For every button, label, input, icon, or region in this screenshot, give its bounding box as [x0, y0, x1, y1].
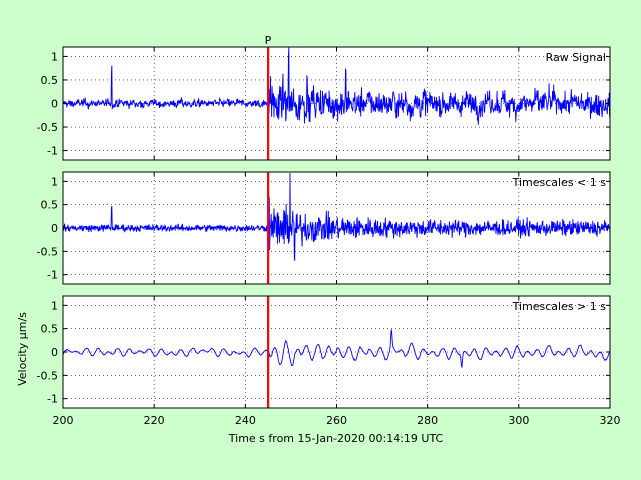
x-tick-labels: 200 220 240 260 280 300 320: [53, 414, 621, 427]
x-tick-label: 240: [235, 414, 256, 427]
y-tick-label: 0: [51, 222, 58, 235]
y-tick-label: 1: [51, 175, 58, 188]
panel-title: Timescales < 1 s: [512, 176, 607, 189]
y-tick-label: -0.5: [37, 121, 58, 134]
trace-line: [62, 46, 611, 125]
trace-line: [62, 329, 611, 369]
y-tick-label: -1: [47, 269, 58, 282]
trace-line: [62, 173, 611, 261]
x-tick-label: 280: [417, 414, 438, 427]
panel-2: -1 -0.5 0 0.5 1 Timescales < 1 s: [37, 171, 611, 285]
y-tick-label: 0: [51, 98, 58, 111]
y-tick-label: 0: [51, 346, 58, 359]
y-axis-label: Velocity µm/s: [16, 312, 29, 386]
y-tick-label: 0.5: [41, 74, 59, 87]
y-tick-label: -1: [47, 393, 58, 406]
y-tick-label: 0.5: [41, 199, 59, 212]
y-tick-label: 1: [51, 50, 58, 63]
x-tick-label: 320: [600, 414, 621, 427]
panel-1: -1 -0.5 0 0.5 1 Raw Signal: [37, 46, 611, 161]
y-tick-label: -0.5: [37, 369, 58, 382]
x-tick-label: 260: [326, 414, 347, 427]
y-tick-label: 1: [51, 299, 58, 312]
panel-title: Timescales > 1 s: [512, 300, 607, 313]
x-tick-label: 300: [508, 414, 529, 427]
panel-title: Raw Signal: [546, 51, 606, 64]
x-tick-label: 220: [144, 414, 165, 427]
y-tick-label: -1: [47, 145, 58, 158]
x-axis-label: Time s from 15-Jan-2020 00:14:19 UTC: [228, 432, 444, 445]
y-tick-label: 0.5: [41, 323, 59, 336]
panel-3: -1 -0.5 0 0.5 1 Timescales > 1 s: [37, 295, 611, 409]
phase-pick-label: P: [265, 34, 272, 47]
x-tick-label: 200: [53, 414, 74, 427]
panels: -1 -0.5 0 0.5 1 Raw Signal -1 -0.5 0 0.5 1 Timescal…: [37, 46, 621, 427]
y-tick-label: -0.5: [37, 245, 58, 258]
